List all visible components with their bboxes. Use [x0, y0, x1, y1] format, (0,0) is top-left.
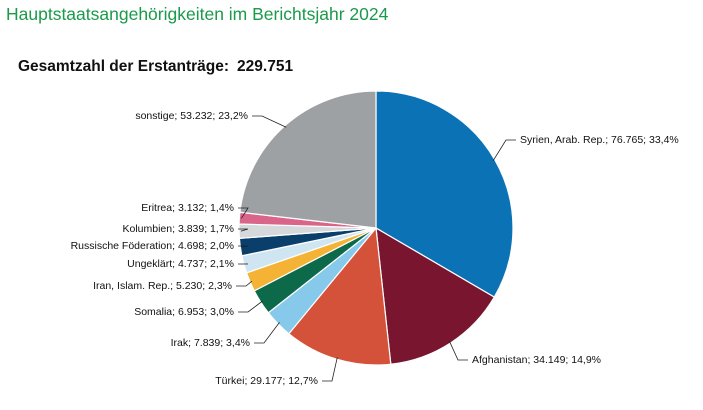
leader-line: [449, 341, 468, 361]
slice-label: Irak; 7.839; 3,4%: [171, 337, 250, 349]
subtitle-total: 229.751: [237, 58, 294, 75]
leader-line: [252, 115, 287, 128]
leader-line: [238, 300, 263, 313]
subtitle: Gesamtzahl der Erstanträge: 229.751: [18, 58, 293, 76]
leader-line: [236, 280, 253, 287]
leader-line: [322, 357, 338, 382]
leader-line: [492, 139, 516, 162]
page-title: Hauptstaatsangehörigkeiten im Berichtsja…: [6, 4, 389, 24]
leader-line: [238, 245, 249, 248]
slice-label: Somalia; 6.953; 3,0%: [134, 306, 234, 318]
slice-label: Iran, Islam. Rep.; 5.230; 2,3%: [93, 280, 232, 292]
slice-label: Ungeklärt; 4.737; 2,1%: [127, 258, 234, 270]
leader-line: [238, 228, 249, 232]
slice-labels: Syrien, Arab. Rep.; 76.765; 33,4% Afghani…: [71, 110, 679, 387]
slice-label: Türkei; 29.177; 12,7%: [215, 375, 318, 387]
pie-slices: [238, 90, 514, 366]
slice-label: Kolumbien; 3.839; 1,7%: [123, 223, 235, 235]
slice-label: Afghanistan; 34.149; 14,9%: [472, 354, 601, 366]
slice-label: Eritrea; 3.132; 1,4%: [141, 202, 234, 214]
subtitle-label: Gesamtzahl der Erstanträge:: [18, 58, 230, 75]
slice-label: sonstige; 53.232; 23,2%: [135, 110, 248, 122]
leader-line: [254, 322, 280, 344]
leader-lines: [236, 115, 516, 382]
pie-slice-syrien-arab-rep: [375, 90, 514, 298]
slice-label: Russische Föderation; 4.698; 2,0%: [71, 240, 234, 252]
leader-line: [238, 207, 249, 219]
pie-slice-sonstige: [239, 90, 377, 229]
slice-label: Syrien, Arab. Rep.; 76.765; 33,4%: [520, 134, 679, 146]
